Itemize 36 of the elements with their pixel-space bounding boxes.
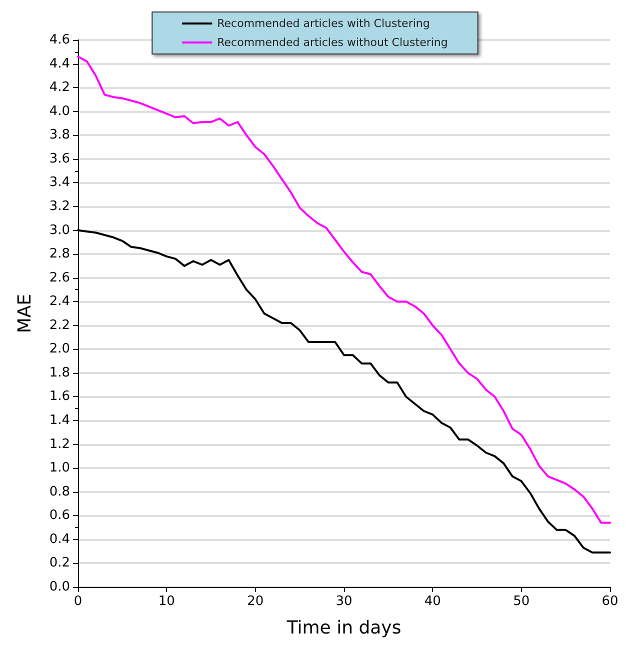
y-tick-label: 3.0	[49, 222, 70, 238]
y-tick-label: 4.2	[49, 80, 70, 96]
x-tick-label: 50	[513, 594, 530, 609]
y-tick-label: 3.8	[49, 128, 70, 143]
y-tick-label: 2.6	[49, 270, 70, 286]
y-tick-label: 0.2	[49, 556, 70, 571]
x-tick-label: 20	[247, 594, 264, 609]
y-tick-label: 3.2	[49, 198, 70, 214]
y-tick-label: 2.0	[49, 342, 70, 357]
y-tick-label: 1.4	[49, 413, 70, 428]
y-tick-label: 3.4	[49, 175, 70, 190]
legend-label: Recommended articles with Clustering	[217, 17, 430, 30]
x-tick-label: 0	[74, 594, 82, 609]
line-series	[77, 56, 611, 524]
y-tick-label: 1.0	[49, 460, 70, 476]
y-tick-label: 3.6	[49, 151, 70, 166]
y-tick-label: 0.0	[49, 580, 70, 594]
legend-label: Recommended articles without Clustering	[217, 36, 448, 49]
y-tick-label: 0.4	[49, 532, 70, 547]
y-tick-label: 0.6	[49, 508, 70, 524]
x-tick-label: 10	[158, 594, 175, 609]
y-tick-label: 2.2	[49, 318, 70, 333]
x-tick-label: 30	[336, 594, 352, 609]
x-tick-label: 40	[424, 594, 441, 609]
y-tick-label: 2.8	[49, 246, 70, 262]
x-tick-label: 60	[602, 594, 618, 609]
y-axis-title: MAE	[14, 294, 36, 334]
y-tick-label: 2.4	[49, 294, 70, 310]
y-tick-label: 1.6	[49, 389, 70, 404]
y-tick-label: 0.8	[49, 484, 70, 500]
y-tick-label: 1.8	[49, 365, 70, 380]
y-tick-label: 4.0	[49, 104, 70, 119]
x-axis-title: Time in days	[286, 618, 402, 638]
y-tick-label: 1.2	[49, 436, 70, 452]
y-tick-label: 4.4	[49, 56, 70, 72]
y-tick-label: 4.6	[49, 32, 70, 48]
